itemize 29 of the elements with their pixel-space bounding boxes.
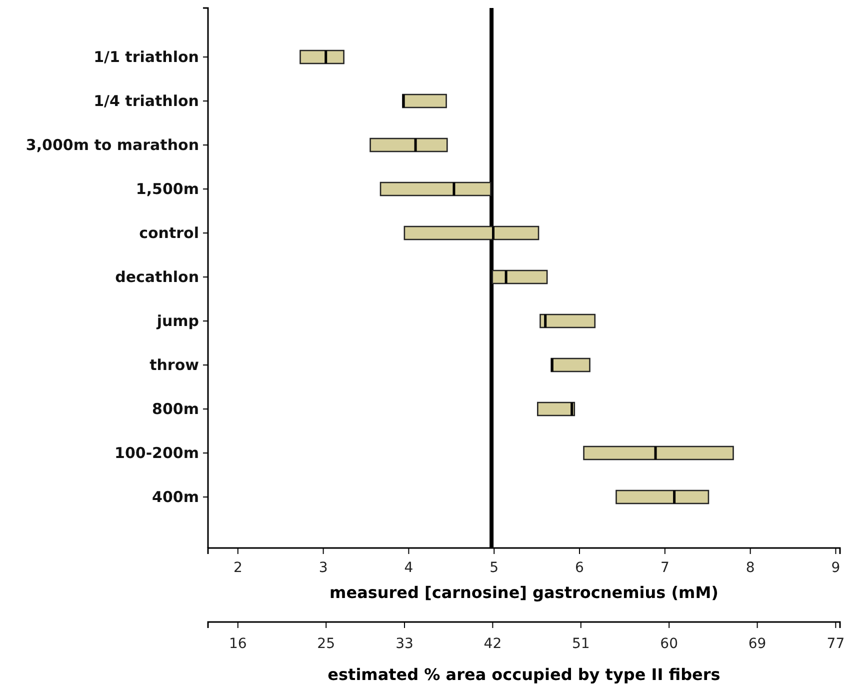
x2-tick-label: 51 xyxy=(572,636,590,652)
x2-tick-label: 60 xyxy=(660,636,678,652)
y-tick-label: 1,500m xyxy=(136,180,199,198)
x-tick-label: 9 xyxy=(831,560,840,576)
y-tick-label: 100-200m xyxy=(114,444,199,462)
x2-axis-title: estimated % area occupied by type II fibers xyxy=(328,665,720,684)
x-tick-label: 2 xyxy=(233,560,242,576)
x2-tick-label: 16 xyxy=(228,636,247,652)
x-axis-title: measured [carnosine] gastrocnemius (mM) xyxy=(330,583,718,602)
x-tick-label: 3 xyxy=(318,560,328,576)
x-tick-label: 8 xyxy=(746,560,755,576)
y-tick-label: decathlon xyxy=(115,268,199,286)
x-tick-label: 5 xyxy=(490,560,499,576)
y-tick-label: 3,000m to marathon xyxy=(26,136,199,154)
y-tick-label: 800m xyxy=(152,400,199,418)
y-tick-label: jump xyxy=(156,312,200,330)
y-tick-label: control xyxy=(139,224,199,242)
x-tick-label: 6 xyxy=(575,560,584,576)
x-tick-label: 7 xyxy=(660,560,670,576)
x-tick-label: 4 xyxy=(404,560,414,576)
x2-tick-label: 69 xyxy=(748,636,766,652)
y-tick-label: 400m xyxy=(152,488,199,506)
y-tick-label: 1/1 triathlon xyxy=(94,48,199,66)
x2-tick-label: 33 xyxy=(396,636,414,652)
y-tick-label: 1/4 triathlon xyxy=(94,92,199,110)
x2-tick-label: 77 xyxy=(826,636,845,652)
x2-tick-label: 25 xyxy=(317,636,336,652)
y-tick-label: throw xyxy=(150,356,200,374)
x2-tick-label: 42 xyxy=(484,636,502,652)
